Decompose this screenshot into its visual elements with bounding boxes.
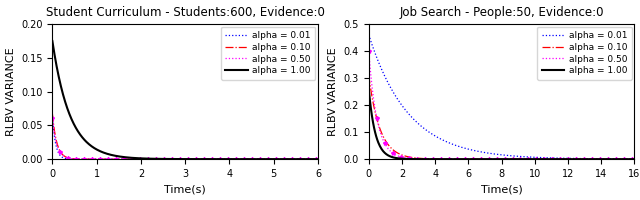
alpha = 0.01 — [365, 34, 372, 36]
alpha = 0.50 — [582, 158, 590, 160]
alpha = 0.50 — [491, 158, 499, 160]
alpha = 0.10 — [266, 158, 274, 160]
alpha = 0.01 — [207, 158, 214, 160]
alpha = 1.00 — [177, 158, 184, 160]
alpha = 0.50 — [493, 158, 500, 160]
alpha = 0.01 — [493, 153, 500, 155]
alpha = 0.10 — [192, 158, 200, 160]
alpha = 0.50 — [509, 158, 516, 160]
Line: alpha = 0.01: alpha = 0.01 — [52, 116, 318, 159]
Line: alpha = 0.01: alpha = 0.01 — [369, 35, 634, 159]
alpha = 1.00 — [491, 158, 499, 160]
alpha = 0.10 — [493, 158, 500, 160]
Legend: alpha = 0.01, alpha = 0.10, alpha = 0.50, alpha = 1.00: alpha = 0.01, alpha = 0.10, alpha = 0.50… — [537, 27, 632, 80]
alpha = 1.00 — [365, 88, 372, 90]
alpha = 0.10 — [491, 158, 499, 160]
alpha = 0.10 — [509, 158, 516, 160]
alpha = 0.01 — [192, 158, 200, 160]
Line: alpha = 0.50: alpha = 0.50 — [369, 51, 634, 159]
alpha = 0.50 — [365, 50, 372, 52]
alpha = 0.01 — [314, 158, 322, 160]
alpha = 0.01 — [624, 158, 632, 160]
Y-axis label: RLBV VARIANCE: RLBV VARIANCE — [6, 47, 15, 136]
Title: Student Curriculum - Students:600, Evidence:0: Student Curriculum - Students:600, Evide… — [45, 6, 324, 19]
Y-axis label: RLBV VARIANCE: RLBV VARIANCE — [328, 47, 338, 136]
alpha = 1.00 — [49, 40, 56, 42]
alpha = 0.50 — [266, 158, 274, 160]
alpha = 1.00 — [582, 158, 590, 160]
alpha = 1.00 — [175, 158, 182, 160]
alpha = 0.50 — [192, 158, 200, 160]
Line: alpha = 1.00: alpha = 1.00 — [369, 89, 634, 159]
alpha = 1.00 — [509, 158, 516, 160]
alpha = 0.10 — [314, 158, 322, 160]
alpha = 0.01 — [308, 158, 316, 160]
alpha = 1.00 — [523, 158, 531, 160]
alpha = 1.00 — [314, 158, 322, 160]
alpha = 0.10 — [175, 158, 182, 160]
alpha = 0.10 — [630, 158, 638, 160]
alpha = 0.50 — [49, 116, 56, 119]
alpha = 0.10 — [582, 158, 590, 160]
alpha = 0.10 — [49, 112, 56, 115]
alpha = 0.10 — [177, 158, 184, 160]
Line: alpha = 0.10: alpha = 0.10 — [369, 75, 634, 159]
alpha = 0.10 — [624, 158, 632, 160]
alpha = 0.50 — [314, 158, 322, 160]
alpha = 0.01 — [266, 158, 274, 160]
alpha = 0.01 — [491, 153, 499, 155]
alpha = 0.10 — [207, 158, 214, 160]
alpha = 0.01 — [523, 156, 531, 158]
alpha = 0.01 — [630, 158, 638, 160]
alpha = 0.01 — [509, 155, 516, 157]
alpha = 0.01 — [49, 115, 56, 117]
alpha = 0.10 — [308, 158, 316, 160]
alpha = 0.10 — [523, 158, 531, 160]
Legend: alpha = 0.01, alpha = 0.10, alpha = 0.50, alpha = 1.00: alpha = 0.01, alpha = 0.10, alpha = 0.50… — [221, 27, 316, 80]
alpha = 1.00 — [624, 158, 632, 160]
alpha = 0.01 — [582, 157, 590, 160]
alpha = 0.10 — [365, 74, 372, 77]
alpha = 0.50 — [630, 158, 638, 160]
Title: Job Search - People:50, Evidence:0: Job Search - People:50, Evidence:0 — [399, 6, 604, 19]
alpha = 0.50 — [175, 158, 182, 160]
Line: alpha = 0.50: alpha = 0.50 — [52, 118, 318, 159]
alpha = 0.50 — [207, 158, 214, 160]
alpha = 1.00 — [630, 158, 638, 160]
Line: alpha = 0.10: alpha = 0.10 — [52, 114, 318, 159]
alpha = 0.01 — [175, 158, 182, 160]
X-axis label: Time(s): Time(s) — [164, 184, 206, 194]
alpha = 1.00 — [308, 158, 316, 160]
alpha = 1.00 — [192, 158, 200, 160]
alpha = 0.50 — [624, 158, 632, 160]
alpha = 0.01 — [177, 158, 184, 160]
alpha = 1.00 — [493, 158, 500, 160]
alpha = 0.50 — [177, 158, 184, 160]
alpha = 1.00 — [266, 158, 274, 160]
X-axis label: Time(s): Time(s) — [481, 184, 522, 194]
alpha = 0.50 — [308, 158, 316, 160]
alpha = 1.00 — [207, 158, 214, 160]
Line: alpha = 1.00: alpha = 1.00 — [52, 41, 318, 159]
alpha = 0.50 — [523, 158, 531, 160]
